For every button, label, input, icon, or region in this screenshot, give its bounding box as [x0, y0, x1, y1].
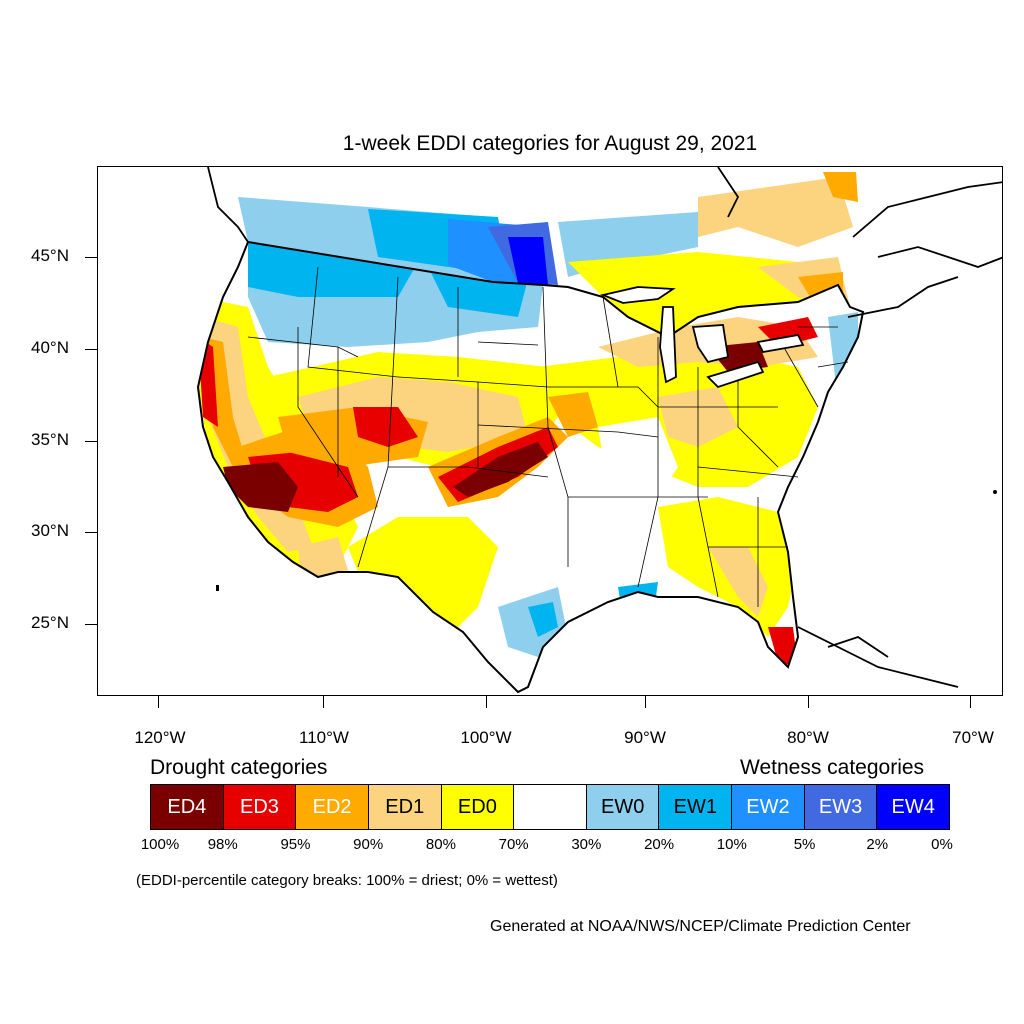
wetness-heading: Wetness categories — [740, 756, 925, 779]
legend-swatch-ed2: ED2 — [296, 785, 369, 829]
legend-swatch-ew3: EW3 — [804, 785, 878, 829]
lon-label-80: 80°W — [787, 728, 829, 747]
legend-swatch-ew0: EW0 — [586, 785, 660, 829]
islands — [216, 490, 997, 591]
lon-label-110: 110°W — [299, 728, 349, 747]
map-panel — [97, 166, 1003, 696]
legend-break-label: 80% — [425, 836, 456, 853]
legend-break-label: 100% — [140, 836, 180, 853]
eddi-map — [196, 167, 1002, 694]
legend-break-label: 0% — [931, 836, 953, 853]
legend-swatch-ew2: EW2 — [732, 785, 805, 829]
legend-swatch-ed1: ED1 — [368, 785, 442, 829]
legend-break-label: 95% — [280, 836, 311, 853]
lat-tick — [85, 257, 97, 258]
great-lakes — [599, 286, 805, 389]
lon-tick — [808, 696, 809, 708]
lon-tick — [645, 696, 646, 708]
lat-tick — [85, 349, 97, 350]
lon-label-90: 90°W — [624, 728, 666, 747]
map-title: 1-week EDDI categories for August 29, 20… — [342, 132, 758, 155]
legend-break-label: 5% — [793, 836, 816, 853]
legend-break-label: 30% — [571, 836, 602, 853]
lon-tick — [158, 696, 159, 708]
legend-swatch-ew4: EW4 — [877, 785, 950, 829]
legend-break-label: 2% — [866, 836, 889, 853]
lat-label-40: 40°N — [31, 338, 69, 357]
legend-break-label: 98% — [207, 836, 238, 853]
legend-swatch-ew1: EW1 — [659, 785, 733, 829]
lon-tick — [323, 696, 324, 708]
category-note: (EDDI-percentile category breaks: 100% =… — [136, 872, 558, 889]
lat-tick — [85, 624, 97, 625]
lat-tick — [85, 532, 97, 533]
legend-swatch-neutral — [514, 785, 587, 829]
lon-label-120: 120°W — [134, 728, 186, 747]
legend-break-label: 70% — [498, 836, 529, 853]
state-boundaries — [247, 266, 849, 607]
lat-label-25: 25°N — [31, 613, 69, 632]
legend-colorbar: ED4 ED3 ED2 ED1 ED0 EW0 EW1 EW2 EW3 EW4 — [150, 784, 950, 830]
legend-break-label: 10% — [716, 836, 747, 853]
coastlines — [207, 167, 1002, 688]
lat-label-35: 35°N — [31, 430, 69, 449]
canada-shading — [238, 172, 858, 337]
legend-swatch-ed0: ED0 — [441, 785, 515, 829]
legend-break-label: 20% — [644, 836, 675, 853]
lon-tick — [486, 696, 487, 708]
lon-label-100: 100°W — [460, 728, 512, 747]
lat-label-30: 30°N — [31, 521, 69, 540]
credit-text: Generated at NOAA/NWS/NCEP/Climate Predi… — [490, 918, 911, 935]
lat-tick — [85, 441, 97, 442]
legend-swatch-ed4: ED4 — [151, 785, 224, 829]
drought-heading: Drought categories — [150, 756, 328, 779]
legend-break-label: 90% — [353, 836, 384, 853]
legend-swatch-ed3: ED3 — [223, 785, 297, 829]
lat-label-45: 45°N — [31, 246, 69, 265]
lon-tick — [970, 696, 971, 708]
lon-label-70: 70°W — [952, 728, 994, 747]
